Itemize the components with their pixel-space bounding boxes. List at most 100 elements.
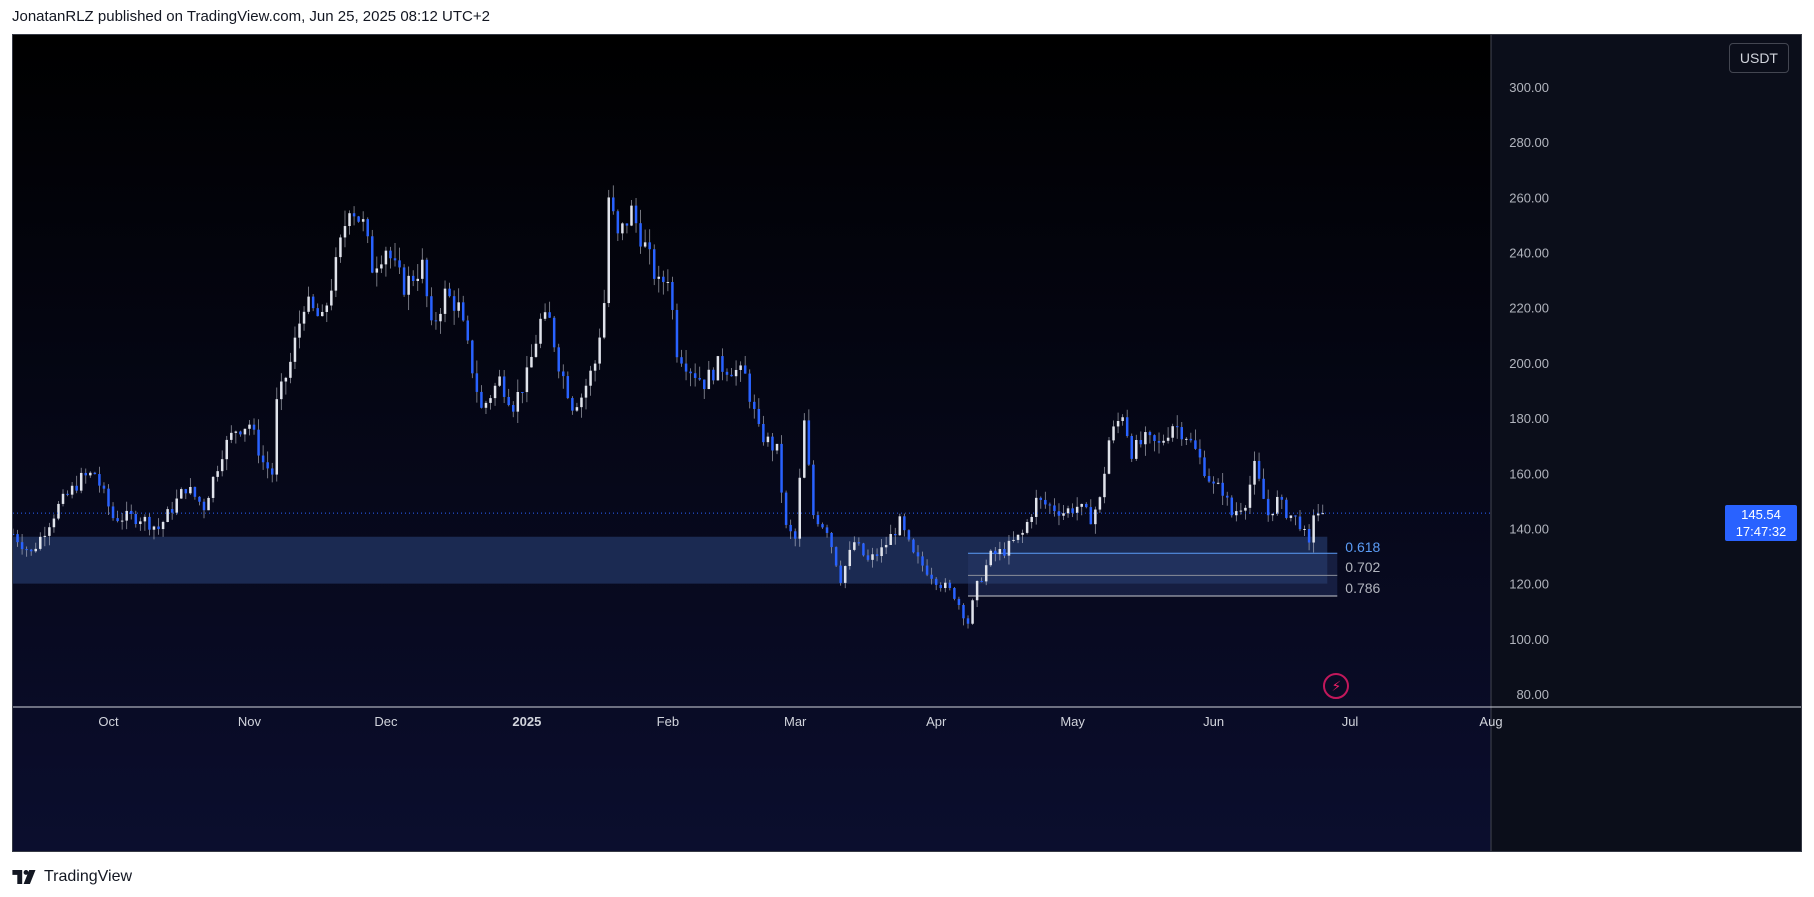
- candle: [66, 493, 69, 495]
- candle: [225, 439, 228, 460]
- candle: [584, 385, 588, 398]
- candle: [1148, 432, 1152, 436]
- candle: [962, 604, 965, 619]
- candle: [875, 554, 879, 557]
- candle: [457, 302, 460, 311]
- candle: [994, 550, 997, 555]
- candle: [516, 391, 520, 412]
- candle: [775, 443, 779, 451]
- candle: [1298, 516, 1302, 530]
- candle: [1225, 495, 1229, 498]
- candle: [257, 429, 260, 456]
- x-tick-label: Feb: [657, 714, 679, 729]
- candle: [675, 309, 679, 358]
- candle: [1062, 513, 1065, 516]
- y-tick-label: 260.00: [1509, 190, 1549, 205]
- candle: [1130, 435, 1133, 459]
- candle: [1189, 438, 1193, 441]
- candle: [1080, 503, 1083, 507]
- candle: [1248, 484, 1252, 508]
- candle: [1094, 509, 1097, 525]
- candle: [998, 549, 1002, 555]
- candle: [884, 544, 888, 548]
- candle: [1180, 427, 1184, 440]
- candle: [202, 501, 206, 511]
- candle: [448, 288, 451, 297]
- candle: [662, 276, 665, 283]
- x-tick-label: Mar: [784, 714, 807, 729]
- candle: [757, 408, 761, 424]
- candle: [79, 472, 83, 491]
- candle: [721, 356, 724, 372]
- candle: [907, 530, 911, 540]
- candle: [666, 282, 670, 284]
- fib-level-label: 0.786: [1345, 580, 1381, 597]
- candle: [803, 420, 806, 478]
- candle: [834, 547, 838, 566]
- candle: [1316, 513, 1320, 516]
- candle: [1262, 478, 1265, 499]
- candle: [166, 509, 169, 522]
- currency-selector[interactable]: USDT: [1728, 43, 1789, 73]
- candle: [307, 296, 310, 312]
- candle: [261, 455, 265, 463]
- candle: [139, 521, 142, 525]
- candle: [170, 509, 174, 513]
- candle: [502, 376, 506, 397]
- candle: [316, 308, 319, 317]
- candle: [430, 296, 433, 321]
- candle: [839, 565, 842, 583]
- candle: [530, 356, 533, 368]
- candle: [425, 259, 429, 297]
- x-tick-label: Aug: [1479, 714, 1502, 729]
- candle: [543, 312, 547, 319]
- y-tick-label: 200.00: [1509, 356, 1549, 371]
- candle: [84, 472, 88, 476]
- candle: [252, 424, 256, 430]
- candle: [352, 213, 356, 217]
- candle: [20, 542, 24, 550]
- candle: [243, 428, 247, 435]
- candle: [111, 506, 115, 519]
- candle: [1048, 504, 1052, 506]
- price-axis[interactable]: [1491, 35, 1801, 851]
- candle: [339, 237, 342, 258]
- candle: [625, 223, 629, 226]
- candle: [1144, 432, 1147, 445]
- candle: [211, 476, 215, 498]
- candle: [89, 472, 92, 476]
- candle: [498, 376, 501, 386]
- candle: [70, 485, 74, 495]
- candle: [398, 260, 401, 268]
- candle: [784, 492, 788, 525]
- y-tick-label: 240.00: [1509, 246, 1549, 261]
- tradingview-brand[interactable]: TradingView: [12, 868, 132, 886]
- candle: [725, 371, 729, 375]
- publish-caption: JonatanRLZ published on TradingView.com,…: [12, 8, 490, 25]
- candle: [357, 216, 360, 222]
- candle: [1107, 440, 1111, 474]
- candle: [798, 477, 802, 539]
- candle: [966, 618, 970, 624]
- tradingview-logo-icon: [12, 870, 36, 884]
- chart-area[interactable]: 300.00 280.00 260.00 240.00 220.00 200.00 180.…: [12, 34, 1802, 852]
- brand-name: TradingView: [44, 868, 133, 885]
- candle: [593, 363, 597, 371]
- candle: [753, 401, 756, 409]
- candle: [152, 526, 156, 530]
- candle: [330, 290, 333, 306]
- candle: [102, 485, 106, 489]
- candle: [1207, 476, 1211, 482]
- candle: [857, 542, 861, 544]
- candle: [930, 574, 933, 579]
- y-tick-label: 160.00: [1509, 466, 1549, 481]
- lightning-icon[interactable]: ⚡: [1323, 673, 1350, 699]
- candle: [730, 374, 733, 377]
- candle: [161, 521, 165, 530]
- candle: [1166, 437, 1170, 441]
- candlestick-chart[interactable]: 300.00 280.00 260.00 240.00 220.00 200.00 180.…: [13, 35, 1801, 851]
- candle: [1175, 426, 1179, 428]
- candle: [1294, 515, 1297, 517]
- candle: [1203, 457, 1206, 477]
- candle: [275, 399, 279, 475]
